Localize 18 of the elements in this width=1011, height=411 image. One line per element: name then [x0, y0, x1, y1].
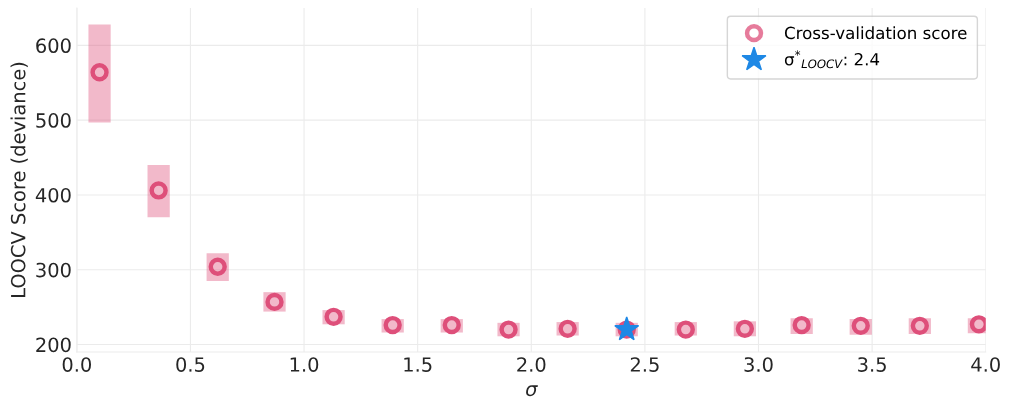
x-tick-label: 3.0 [744, 357, 773, 372]
legend-label: σ$^{*}$$_{LOOCV}$: 2.4 [784, 50, 880, 69]
x-tick-label: 1.5 [404, 357, 432, 372]
x-axis-title: σ [526, 385, 538, 397]
x-tick-label: 0.0 [62, 357, 92, 372]
x-tick-label: 4.0 [971, 357, 1000, 372]
x-tick-label: 1.0 [290, 357, 319, 372]
y-tick-label: 500 [36, 113, 71, 128]
y-tick-label: 600 [36, 38, 71, 54]
x-tick-label: 2.0 [517, 357, 546, 372]
x-tick-label: 2.5 [630, 357, 659, 372]
legend-label: Cross-validation score [784, 26, 967, 40]
y-tick-label: 200 [36, 337, 71, 353]
x-tick-label: 3.5 [858, 357, 886, 372]
x-tick-label: 0.5 [176, 357, 205, 372]
y-tick-label: 400 [35, 187, 71, 203]
y-axis-title: LOOCV Score (deviance) [10, 62, 28, 297]
y-tick-label: 300 [36, 262, 71, 278]
